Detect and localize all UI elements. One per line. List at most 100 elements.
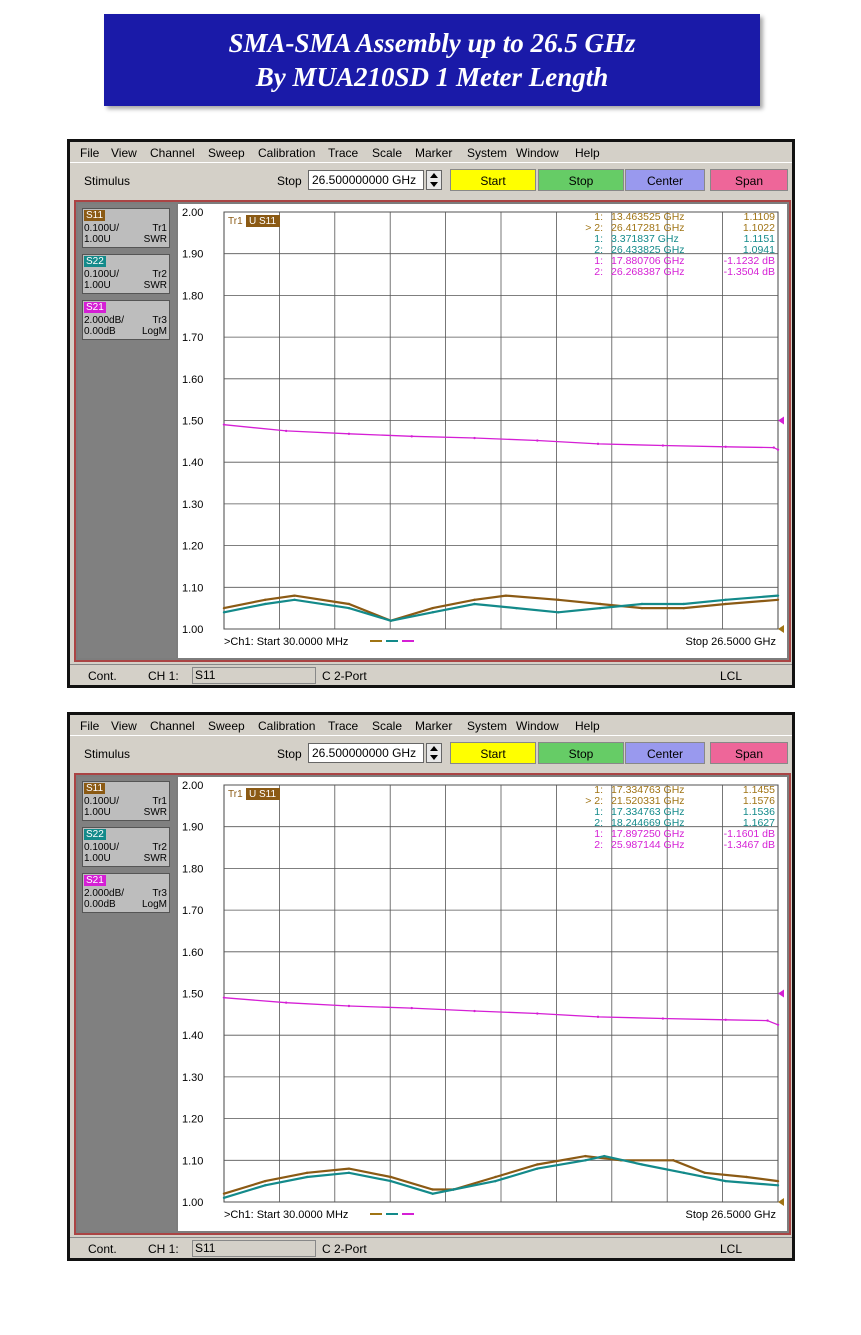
active-trace-field[interactable]: S11 (192, 667, 316, 684)
active-trace-prefix: Tr1 (228, 789, 243, 800)
trace-s11-point (504, 594, 508, 597)
sweep-start-label: >Ch1: Start 30.0000 MHz (224, 1209, 348, 1221)
trace-s22-point (776, 1184, 780, 1187)
marker-index: 2: (594, 244, 603, 256)
menu-trace[interactable]: Trace (328, 719, 359, 733)
marker-value: 1.1536 (743, 806, 775, 818)
trace-s22-point (515, 606, 518, 610)
active-trace-field[interactable]: S11 (192, 1240, 316, 1257)
trace-s11-point (305, 1171, 309, 1175)
menu-sweep[interactable]: Sweep (208, 146, 245, 160)
y-tick-label: 1.40 (182, 1030, 203, 1042)
menu-channel[interactable]: Channel (150, 719, 195, 733)
trace-number: Tr3 (152, 315, 167, 326)
menu-file[interactable]: File (80, 719, 100, 733)
trace-s22-point (431, 611, 434, 614)
start-button[interactable]: Start (450, 169, 536, 191)
y-tick-label: 2.00 (182, 780, 203, 792)
marker-value: 1.1151 (744, 233, 775, 245)
menu-system[interactable]: System (467, 146, 508, 160)
marker-frequency: 25.987144 GHz (611, 839, 685, 851)
y-tick-label: 1.20 (182, 541, 203, 553)
trace-number: Tr2 (152, 842, 167, 853)
menu-trace[interactable]: Trace (328, 146, 359, 160)
trace-reference: 1.00U (84, 280, 111, 291)
trace-s22-point (557, 611, 560, 614)
trace-box-s21[interactable]: S21 2.000dB/ Tr3 0.00dB LogM (82, 300, 170, 340)
trace-scale: 0.100U/ (84, 796, 120, 807)
menu-calibration[interactable]: Calibration (258, 719, 316, 733)
stop-button[interactable]: Stop (538, 169, 624, 191)
marker-index: 2: (594, 817, 603, 829)
menu-view[interactable]: View (111, 146, 137, 160)
menu-sweep[interactable]: Sweep (208, 719, 245, 733)
trace-s11-point (745, 1175, 748, 1179)
stop-frequency-input[interactable]: 26.500000000 GHz (308, 170, 424, 190)
menu-calibration[interactable]: Calibration (258, 146, 316, 160)
trace-s11-point (473, 598, 476, 602)
trace-s11-point (222, 1192, 226, 1195)
trace-s11-point (347, 602, 351, 606)
trace-list-panel: S11 0.100U/ Tr1 1.00U SWR S22 0.100U/ Tr… (78, 204, 176, 658)
stimulus-label: Stimulus (84, 747, 131, 761)
trace-box-s22[interactable]: S22 0.100U/ Tr2 1.00U SWR (82, 254, 170, 294)
trace-s22-point (389, 619, 393, 622)
trace-s11-point (494, 1175, 497, 1179)
menu-view[interactable]: View (111, 719, 137, 733)
trace-s21-point (772, 446, 776, 449)
marker-frequency: 21.520331 GHz (611, 795, 685, 807)
stop-button[interactable]: Stop (538, 742, 624, 764)
trace-s11-point (557, 598, 560, 602)
menu-help[interactable]: Help (575, 719, 600, 733)
trace-format: SWR (143, 853, 167, 864)
y-tick-label: 1.40 (182, 457, 203, 469)
menu-window[interactable]: Window (516, 719, 559, 733)
marker-value: 1.1627 (743, 817, 775, 829)
marker-value: 1.1576 (743, 795, 775, 807)
reference-pointer-s11-icon (778, 625, 784, 633)
center-button[interactable]: Center (625, 742, 705, 764)
menu-marker[interactable]: Marker (415, 719, 453, 733)
trace-box-s22[interactable]: S22 0.100U/ Tr2 1.00U SWR (82, 827, 170, 867)
trace-s21-point (410, 435, 413, 438)
trace-s11-point (347, 1167, 351, 1170)
menu-system[interactable]: System (467, 719, 508, 733)
trace-box-s11[interactable]: S11 0.100U/ Tr1 1.00U SWR (82, 208, 170, 248)
marker-index: > 2: (585, 222, 603, 234)
calibration-status: C 2-Port (322, 669, 367, 683)
trace-s11-point (640, 606, 644, 610)
spin-arrows-icon[interactable] (426, 743, 442, 763)
span-button[interactable]: Span (710, 169, 788, 191)
menu-marker[interactable]: Marker (415, 146, 453, 160)
menu-help[interactable]: Help (575, 146, 600, 160)
marker-frequency: 26.433825 GHz (611, 244, 685, 256)
display-frame: S11 0.100U/ Tr1 1.00U SWR S22 0.100U/ Tr… (74, 200, 791, 662)
stop-frequency-input[interactable]: 26.500000000 GHz (308, 743, 424, 763)
y-tick-label: 1.50 (182, 416, 203, 428)
center-button[interactable]: Center (625, 169, 705, 191)
stop-label: Stop (277, 174, 302, 188)
menu-scale[interactable]: Scale (372, 146, 403, 160)
menu-file[interactable]: File (80, 146, 100, 160)
trace-box-s11[interactable]: S11 0.100U/ Tr1 1.00U SWR (82, 781, 170, 821)
trace-box-s21[interactable]: S21 2.000dB/ Tr3 0.00dB LogM (82, 873, 170, 913)
trace-list-panel: S11 0.100U/ Tr1 1.00U SWR S22 0.100U/ Tr… (78, 777, 176, 1231)
trace-s22-point (724, 598, 727, 602)
menu-channel[interactable]: Channel (150, 146, 195, 160)
menu-scale[interactable]: Scale (372, 719, 403, 733)
trace-s21-point (724, 445, 727, 448)
trace-name: S11 (84, 210, 106, 221)
menu-window[interactable]: Window (516, 146, 559, 160)
sweep-mode: Cont. (88, 1242, 117, 1256)
stimulus-toolbar: Stimulus Stop 26.500000000 GHz Start Sto… (70, 735, 792, 769)
trace-s11-point (584, 1154, 587, 1158)
trace-s22-point (776, 594, 780, 597)
y-tick-label: 1.90 (182, 249, 203, 261)
trace-s21-point (536, 1012, 539, 1015)
span-button[interactable]: Span (710, 742, 788, 764)
spin-arrows-icon[interactable] (426, 170, 442, 190)
start-button[interactable]: Start (450, 742, 536, 764)
active-trace-prefix: Tr1 (228, 216, 243, 227)
menu-bar: File View Channel Sweep Calibration Trace Scal… (70, 142, 792, 162)
trace-s21-point (284, 1001, 288, 1004)
